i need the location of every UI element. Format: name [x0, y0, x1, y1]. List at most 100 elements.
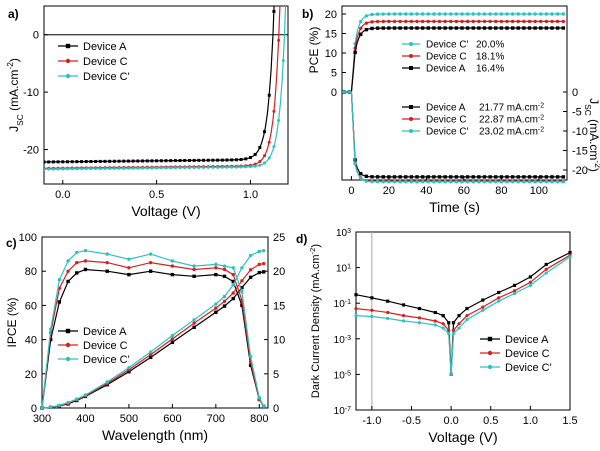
panel-b-pce-point [494, 26, 498, 30]
panel-b-pce-point [499, 19, 504, 24]
panel-b-pce-point [477, 19, 481, 24]
panel-c-ipce-point [148, 252, 153, 256]
panel-d-point [354, 306, 358, 311]
panel-b-pce-point [432, 12, 436, 16]
panel-b-pce-point [527, 26, 532, 30]
panel-b-jsc-point [404, 180, 408, 184]
panel-b-pce-point [398, 19, 402, 24]
panel-d-point [417, 306, 422, 311]
panel-a-point [239, 157, 243, 161]
panel-c-jsc-point [148, 355, 153, 360]
panel-a-point [89, 160, 93, 164]
panel-a-point [47, 160, 51, 164]
panel-d-ytick-label-part: 10 [334, 406, 346, 417]
panel-a-point [44, 160, 46, 164]
panel-c-jsc-point [40, 406, 44, 410]
panel-c-ipce-point [257, 396, 262, 400]
panel-a-point [65, 160, 69, 164]
panel-b-jsc-point [527, 175, 532, 179]
panel-b-pce-point [561, 26, 565, 30]
panel-b-jsc-legend-value-part: 23.02 mA.cm [479, 127, 538, 138]
panel-a-point [173, 166, 177, 170]
panel-a-point [267, 156, 271, 160]
panel-d-point [568, 250, 572, 255]
panel-b-pce-legend-name: Device C' [426, 40, 469, 51]
panel-b-pce-point [465, 19, 470, 24]
panel-c-ipce-point [75, 250, 79, 255]
panel-a-ylabel-part: J [7, 126, 21, 132]
panel-d-point [544, 267, 548, 271]
panel-a-frame [43, 5, 289, 185]
panel-a-point [61, 160, 65, 164]
panel-c-jsc-point [257, 249, 262, 254]
panel-b-pce-point [477, 12, 481, 16]
panel-c-legend-entry-label: Device C [83, 340, 128, 352]
panel-b-jsc-point [364, 179, 369, 183]
panel-a-series-line [44, 6, 287, 170]
panel-b-ytick-right-label: -5 [572, 107, 582, 119]
panel-b-jsc-point [375, 175, 380, 179]
panel-b-jsc-point [505, 180, 509, 184]
panel-b-pce-point [482, 26, 487, 30]
panel-a-point [173, 159, 177, 163]
panel-a-point [267, 140, 271, 144]
panel-b-pce-point [555, 12, 560, 16]
panel-b-pce-point [471, 26, 475, 30]
panel-c-ipce-point [127, 272, 131, 277]
panel-b-pce-point [364, 14, 369, 18]
panel-d-point [512, 291, 517, 296]
panel-b-pce-point [471, 12, 475, 16]
panel-b-jsc-point [544, 180, 549, 184]
panel-b-jsc-point [477, 180, 481, 184]
panel-b-jsc-point [381, 180, 385, 184]
panel-a-point [131, 166, 135, 170]
panel-c-ipce-point [127, 257, 131, 261]
panel-a-point [103, 167, 107, 171]
panel-d-point [401, 319, 406, 323]
panel-a-ylabel-part: (mA.cm [7, 70, 21, 115]
panel-a-point [117, 166, 121, 170]
panel-d-ytick-label-part: 10 [334, 335, 346, 346]
panel-b-pce-point [398, 12, 402, 16]
panel-a-point [47, 167, 51, 171]
panel-b-xlabel: Time (s) [429, 199, 480, 215]
panel-b-pce-point [550, 26, 554, 30]
panel-b-pce-legend-marker [409, 66, 413, 70]
panel-a-point [108, 159, 112, 163]
panel-c-ytick-left-label: 80 [25, 266, 37, 278]
panel-d-point [447, 321, 451, 325]
panel-b-jsc-point [465, 175, 470, 179]
panel-b-pce-point [550, 12, 554, 16]
panel-d-point [441, 322, 445, 326]
panel-b-pce-point [432, 19, 436, 24]
panel-a-point [187, 166, 191, 170]
panel-b-jsc-point [342, 90, 346, 94]
panel-b-pce-point [522, 19, 526, 24]
panel-c-ipce-point [48, 337, 53, 342]
panel-a-point [267, 93, 271, 97]
panel-b-jsc-point [533, 180, 537, 184]
panel-c-xlabel: Wavelength (nm) [102, 427, 208, 443]
panel-b-jsc-point [544, 175, 549, 179]
panel-b-pce-point [460, 12, 464, 16]
panel-a-point [150, 159, 154, 163]
panel-a-point [126, 166, 130, 170]
panel-d-ytick-label-part: -3 [345, 334, 351, 341]
panel-a-ytick-label: 0 [33, 30, 39, 42]
panel-a-ylabel-part: ) [7, 58, 21, 62]
panel-d-point [451, 328, 456, 332]
panel-d-ytick-label-part: 10 [336, 264, 348, 275]
panel-a-series-line [44, 6, 275, 163]
panel-a-point [258, 146, 262, 150]
panel-d-point [433, 323, 437, 327]
panel-b-jsc-point [494, 180, 498, 184]
panel-d-point [441, 314, 445, 318]
panel-b-pce-point [555, 26, 560, 30]
panel-d-point [481, 305, 485, 309]
panel-a-point [206, 158, 210, 162]
panel-a-point [272, 109, 276, 113]
panel-a-ylabel-part: SC [15, 114, 25, 126]
panel-d-ylabel: Dark Current Density (mA.cm-2) [308, 244, 323, 398]
panel-b-pce-point [392, 12, 397, 16]
panel-b-jsc-point [409, 175, 414, 179]
